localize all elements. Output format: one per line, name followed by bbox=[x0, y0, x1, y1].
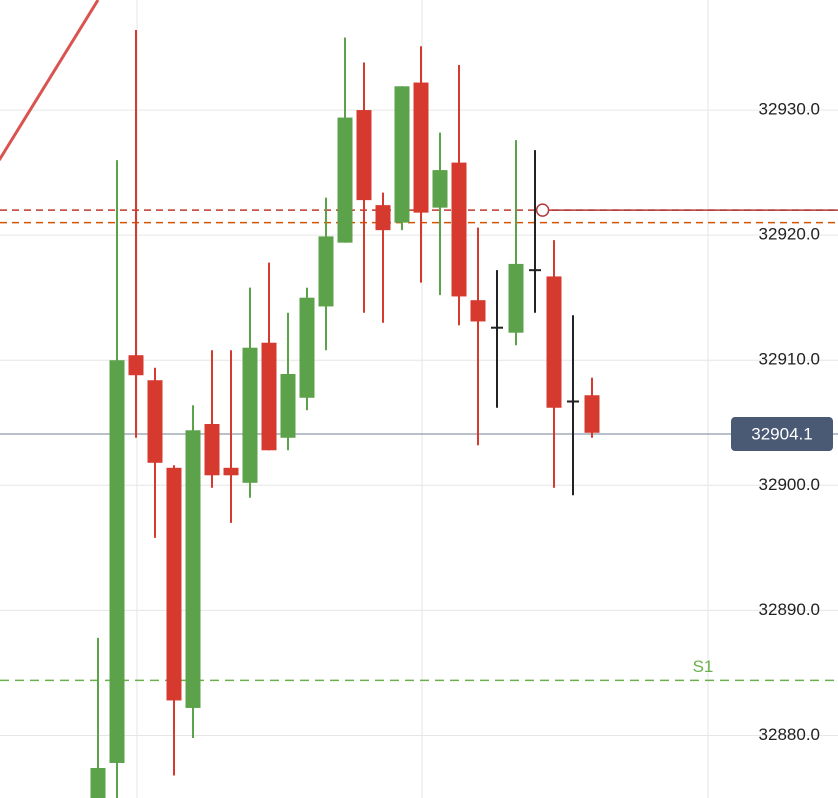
candle-body bbox=[356, 110, 372, 201]
candle-body bbox=[318, 236, 334, 307]
candle-body bbox=[280, 373, 296, 438]
candle-body bbox=[261, 342, 277, 451]
y-tick-label: 32920.0 bbox=[759, 225, 820, 244]
y-tick-label: 32910.0 bbox=[759, 350, 820, 369]
candle-body bbox=[451, 162, 467, 297]
candle-body bbox=[204, 424, 220, 476]
candle-body bbox=[223, 467, 239, 476]
candle-body bbox=[90, 767, 106, 798]
candle-body bbox=[470, 300, 486, 322]
candle-body bbox=[166, 467, 182, 701]
trendline bbox=[0, 0, 100, 161]
candle-body bbox=[185, 430, 201, 708]
last-price-badge bbox=[731, 417, 833, 452]
candle-body bbox=[147, 380, 163, 463]
y-tick-label: 32900.0 bbox=[759, 475, 820, 494]
candle-body bbox=[128, 355, 144, 376]
line-anchor bbox=[535, 203, 550, 217]
candle-body bbox=[394, 86, 410, 223]
candle-body bbox=[242, 347, 258, 483]
candle-body bbox=[413, 82, 429, 213]
last-price-label: 32904.1 bbox=[751, 425, 812, 444]
candle-body bbox=[337, 117, 353, 243]
candle-body bbox=[546, 276, 562, 408]
y-tick-label: 32880.0 bbox=[759, 725, 820, 744]
candle-body bbox=[109, 360, 125, 763]
support-label: S1 bbox=[693, 657, 714, 676]
candle-body bbox=[584, 395, 600, 433]
candle-body bbox=[508, 263, 524, 333]
candle-body bbox=[375, 205, 391, 231]
y-tick-label: 32890.0 bbox=[759, 600, 820, 619]
candle-body bbox=[432, 170, 448, 208]
candle-body bbox=[299, 297, 315, 398]
y-tick-label: 32930.0 bbox=[759, 100, 820, 119]
labels: 32880.0 32890.0 32900.0 32910.0 32920.0 32930… bbox=[693, 100, 833, 744]
